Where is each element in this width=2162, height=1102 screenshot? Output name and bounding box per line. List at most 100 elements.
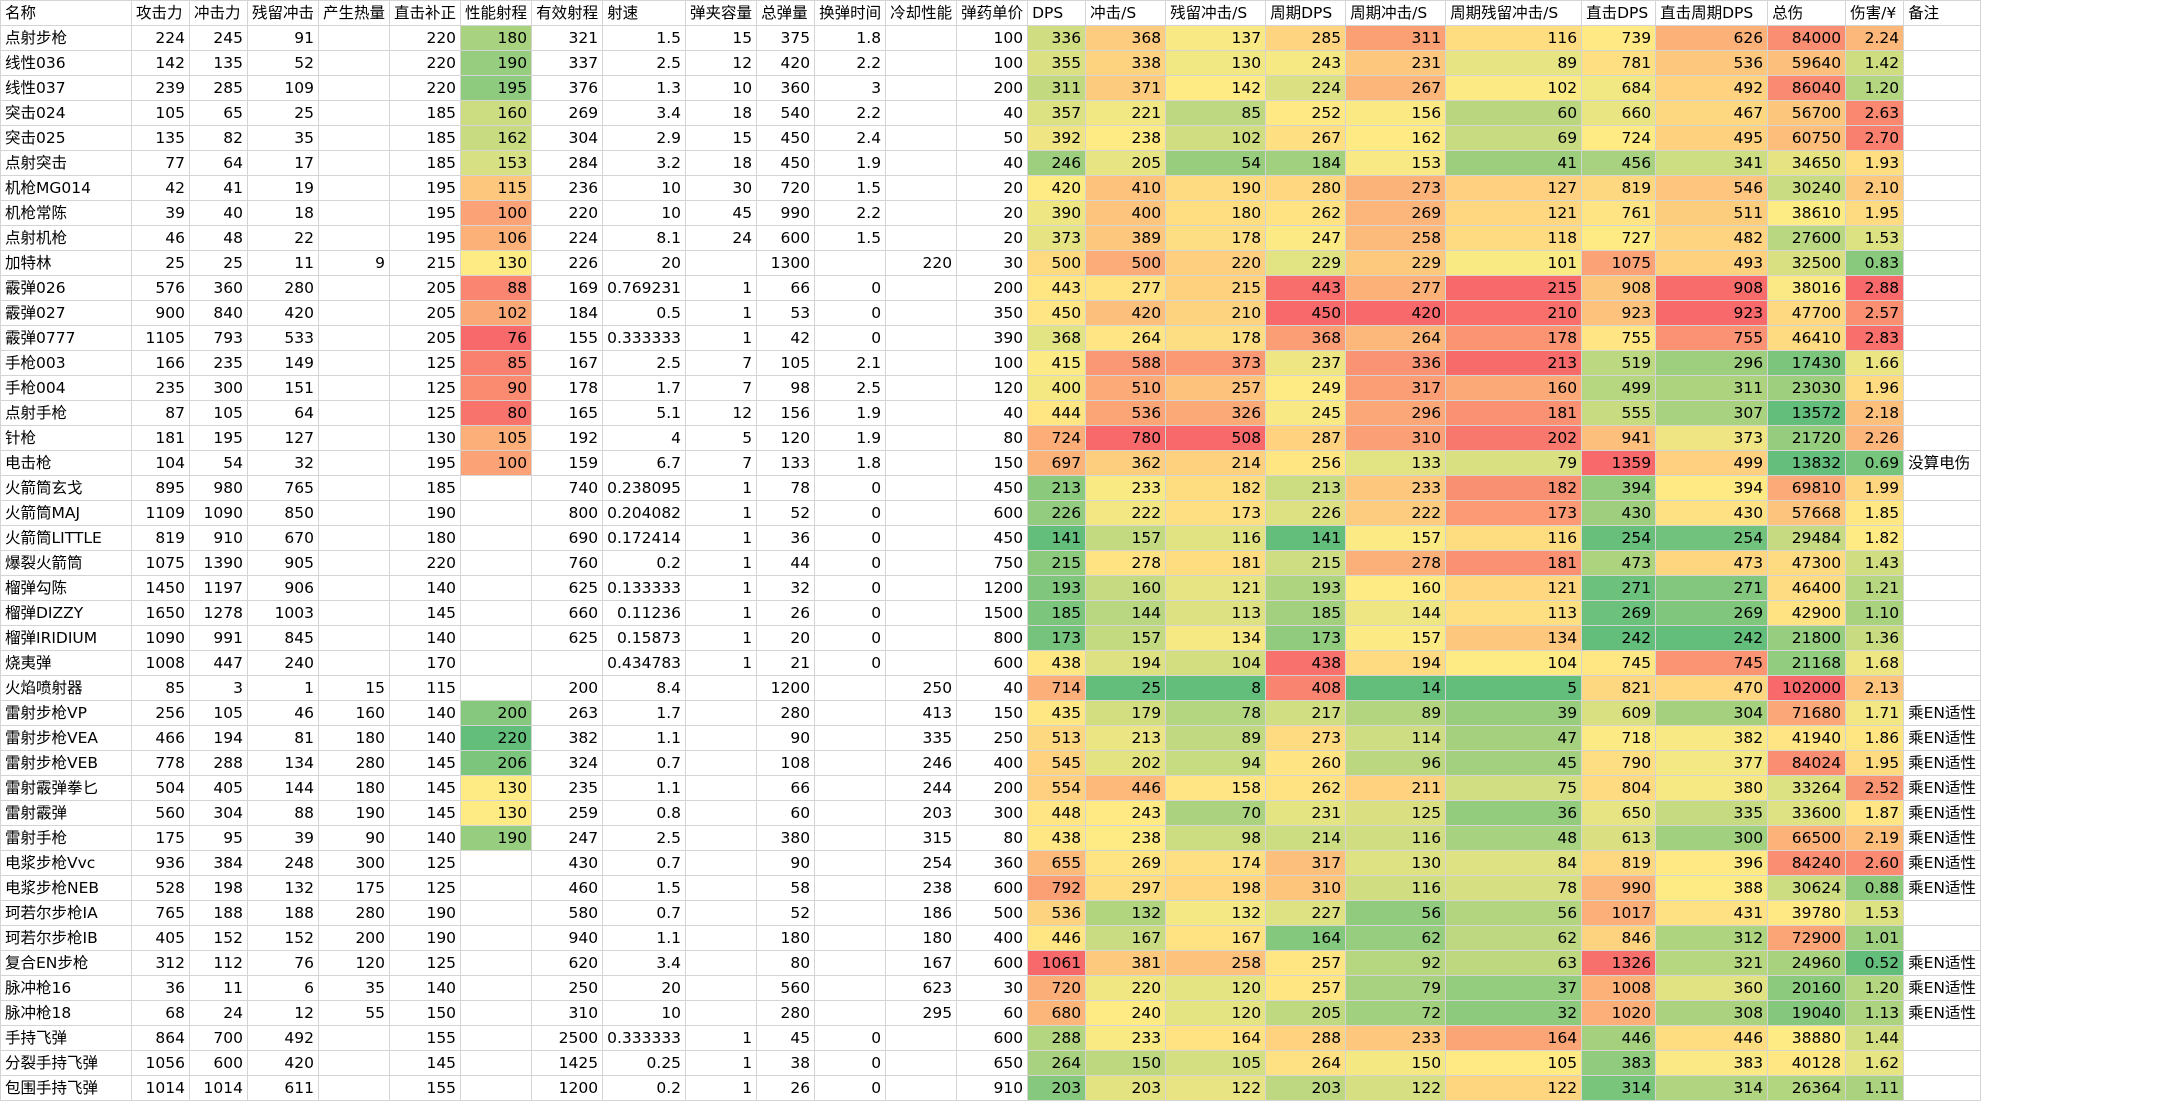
- table-cell[interactable]: 1: [685, 325, 758, 351]
- table-cell[interactable]: 7: [685, 350, 758, 376]
- table-cell[interactable]: 0: [814, 1050, 887, 1076]
- table-cell[interactable]: 1.96: [1845, 375, 1905, 401]
- table-cell[interactable]: 75: [1445, 775, 1583, 801]
- table-cell[interactable]: 121: [1445, 575, 1583, 601]
- table-cell[interactable]: 1.1: [602, 925, 687, 951]
- table-cell[interactable]: [814, 900, 887, 926]
- column-header[interactable]: DPS: [1027, 0, 1087, 26]
- weapon-name-cell[interactable]: 爆裂火箭筒: [0, 550, 132, 576]
- table-cell[interactable]: 170: [389, 650, 462, 676]
- table-cell[interactable]: 1.93: [1845, 150, 1905, 176]
- table-cell[interactable]: 2.13: [1845, 675, 1905, 701]
- table-cell[interactable]: 600: [956, 1025, 1029, 1051]
- table-cell[interactable]: 160: [460, 100, 533, 126]
- table-cell[interactable]: 105: [1445, 1050, 1583, 1076]
- table-cell[interactable]: [318, 125, 391, 151]
- table-cell[interactable]: 350: [956, 300, 1029, 326]
- table-cell[interactable]: [885, 525, 958, 551]
- table-cell[interactable]: 492: [246, 1025, 320, 1051]
- table-cell[interactable]: 220: [1165, 250, 1267, 276]
- table-cell[interactable]: 936: [131, 850, 190, 876]
- table-cell[interactable]: 190: [1165, 175, 1267, 201]
- weapon-name-cell[interactable]: 点射机枪: [0, 225, 132, 251]
- table-cell[interactable]: 7: [685, 375, 758, 401]
- table-cell[interactable]: 580: [531, 900, 604, 926]
- table-cell[interactable]: 315: [885, 825, 958, 851]
- table-cell[interactable]: 125: [389, 350, 462, 376]
- table-cell[interactable]: 79: [1445, 450, 1583, 476]
- table-cell[interactable]: 130: [460, 250, 533, 276]
- table-cell[interactable]: 750: [956, 550, 1029, 576]
- table-cell[interactable]: 420: [246, 300, 320, 326]
- column-header[interactable]: 周期残留冲击/S: [1445, 0, 1583, 26]
- table-cell[interactable]: 17430: [1767, 350, 1847, 376]
- table-cell[interactable]: 213: [1445, 350, 1583, 376]
- table-cell[interactable]: 180: [318, 775, 391, 801]
- table-cell[interactable]: 1.1: [602, 725, 687, 751]
- table-cell[interactable]: 413: [885, 700, 958, 726]
- table-cell[interactable]: 460: [531, 875, 604, 901]
- table-cell[interactable]: [460, 875, 533, 901]
- table-cell[interactable]: [685, 1000, 758, 1026]
- table-cell[interactable]: 373: [1655, 425, 1769, 451]
- table-cell[interactable]: 247: [1265, 225, 1347, 251]
- table-cell[interactable]: 310: [1345, 425, 1447, 451]
- table-cell[interactable]: 600: [956, 500, 1029, 526]
- table-cell[interactable]: 311: [1027, 75, 1087, 101]
- table-cell[interactable]: 845: [246, 625, 320, 651]
- table-cell[interactable]: 34650: [1767, 150, 1847, 176]
- table-cell[interactable]: 254: [1581, 525, 1657, 551]
- table-cell[interactable]: 135: [131, 125, 190, 151]
- table-cell[interactable]: 145: [389, 775, 462, 801]
- table-cell[interactable]: 140: [389, 625, 462, 651]
- table-cell[interactable]: 157: [1085, 625, 1167, 651]
- table-cell[interactable]: [318, 625, 391, 651]
- table-cell[interactable]: 761: [1581, 200, 1657, 226]
- table-cell[interactable]: 173: [1027, 625, 1087, 651]
- table-cell[interactable]: 660: [1581, 100, 1657, 126]
- table-cell[interactable]: [814, 750, 887, 776]
- table-cell[interactable]: 88: [460, 275, 533, 301]
- table-cell[interactable]: 62: [1445, 925, 1583, 951]
- table-cell[interactable]: 1: [685, 300, 758, 326]
- table-cell[interactable]: 55: [318, 1000, 391, 1026]
- table-cell[interactable]: 257: [1265, 950, 1347, 976]
- table-cell[interactable]: 317: [1265, 850, 1347, 876]
- table-cell[interactable]: [318, 400, 391, 426]
- table-cell[interactable]: 273: [1265, 725, 1347, 751]
- table-cell[interactable]: 0: [814, 650, 887, 676]
- table-cell[interactable]: 435: [1027, 700, 1087, 726]
- table-cell[interactable]: 226: [1265, 500, 1347, 526]
- table-cell[interactable]: 26: [756, 1075, 816, 1101]
- table-cell[interactable]: 254: [885, 850, 958, 876]
- table-cell[interactable]: 72900: [1767, 925, 1847, 951]
- note-cell[interactable]: [1903, 1025, 1982, 1051]
- table-cell[interactable]: 0: [814, 600, 887, 626]
- weapon-name-cell[interactable]: 分裂手持飞弹: [0, 1050, 132, 1076]
- table-cell[interactable]: 267: [1265, 125, 1347, 151]
- table-cell[interactable]: 157: [1345, 625, 1447, 651]
- note-cell[interactable]: [1903, 425, 1982, 451]
- table-cell[interactable]: 52: [756, 500, 816, 526]
- table-row[interactable]: 榴弹IRIDIUM 1090 991 845 140 625 0.15873 1 20 0 800 1…: [0, 625, 1982, 651]
- table-cell[interactable]: 394: [1655, 475, 1769, 501]
- table-cell[interactable]: 19040: [1767, 1000, 1847, 1026]
- table-cell[interactable]: 220: [389, 25, 462, 51]
- note-cell[interactable]: 乘EN适性: [1903, 825, 1982, 851]
- table-cell[interactable]: [318, 525, 391, 551]
- table-row[interactable]: 电浆步枪Vvc 936 384 248 300 125 430 0.7 90 254 360 655 2…: [0, 850, 1982, 876]
- table-cell[interactable]: 1.36: [1845, 625, 1905, 651]
- table-cell[interactable]: 473: [1655, 550, 1769, 576]
- table-cell[interactable]: 254: [1655, 525, 1769, 551]
- table-cell[interactable]: 21800: [1767, 625, 1847, 651]
- table-cell[interactable]: 102000: [1767, 675, 1847, 701]
- table-cell[interactable]: 800: [956, 625, 1029, 651]
- table-cell[interactable]: 287: [1265, 425, 1347, 451]
- table-cell[interactable]: 18: [685, 150, 758, 176]
- table-cell[interactable]: [885, 275, 958, 301]
- table-cell[interactable]: 36: [131, 975, 190, 1001]
- table-cell[interactable]: 430: [1581, 500, 1657, 526]
- table-cell[interactable]: 626: [1655, 25, 1769, 51]
- table-cell[interactable]: 269: [1581, 600, 1657, 626]
- table-cell[interactable]: 1.5: [602, 875, 687, 901]
